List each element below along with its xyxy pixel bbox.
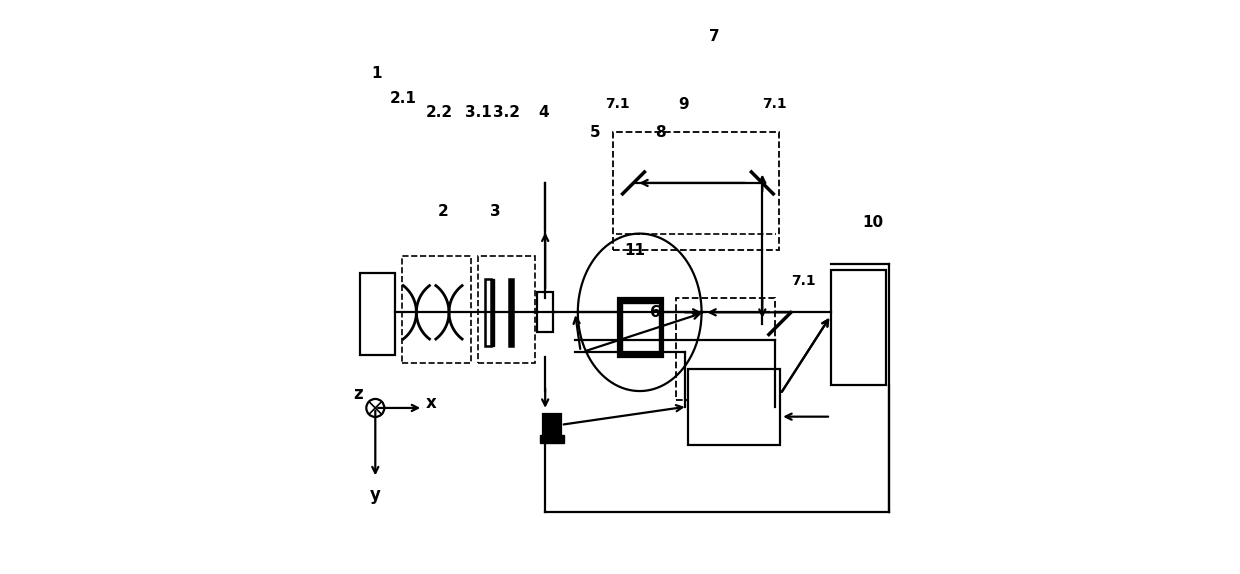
Bar: [676, 298, 775, 400]
Text: 1: 1: [372, 66, 382, 81]
Bar: [485, 278, 491, 346]
Text: 7.1: 7.1: [791, 274, 816, 288]
Bar: [402, 256, 471, 363]
Text: 7: 7: [709, 29, 719, 44]
Text: z: z: [353, 386, 363, 404]
Bar: [614, 133, 779, 250]
Text: 8: 8: [655, 125, 665, 140]
Text: 10: 10: [863, 215, 884, 230]
Text: 6: 6: [650, 305, 660, 320]
Text: x: x: [425, 394, 436, 413]
Text: 3: 3: [490, 204, 501, 219]
Bar: [508, 278, 513, 346]
Text: 7.1: 7.1: [605, 97, 630, 111]
Bar: [622, 302, 660, 352]
Text: 7.1: 7.1: [763, 97, 787, 111]
Bar: [360, 273, 396, 355]
Text: y: y: [370, 486, 381, 503]
Text: 11: 11: [625, 243, 646, 258]
Text: 5: 5: [590, 125, 600, 140]
Text: 2: 2: [438, 204, 449, 219]
Bar: [477, 256, 534, 363]
Circle shape: [366, 399, 384, 417]
Bar: [687, 369, 780, 444]
Bar: [539, 435, 564, 443]
Bar: [492, 278, 494, 346]
Bar: [543, 413, 560, 436]
Text: 2.2: 2.2: [425, 105, 453, 120]
Text: 3.1: 3.1: [465, 105, 491, 120]
Bar: [619, 298, 663, 357]
Bar: [537, 292, 553, 332]
Bar: [831, 270, 887, 386]
Text: 2.1: 2.1: [391, 91, 417, 106]
Text: 3.2: 3.2: [492, 105, 520, 120]
Text: 4: 4: [538, 105, 549, 120]
Text: 9: 9: [678, 96, 689, 112]
